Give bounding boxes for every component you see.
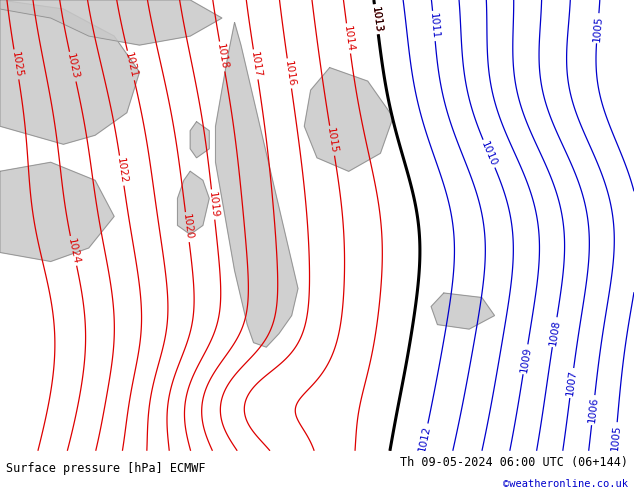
Polygon shape [178,172,209,234]
Text: 1015: 1015 [325,127,339,154]
Text: 1023: 1023 [65,53,81,81]
Text: 1010: 1010 [479,140,499,168]
Text: 1019: 1019 [207,191,219,218]
Polygon shape [0,0,222,45]
Text: 1007: 1007 [565,369,578,397]
Text: 1014: 1014 [342,24,355,52]
Text: 1020: 1020 [181,214,194,241]
Text: 1006: 1006 [587,396,600,424]
Text: 1025: 1025 [10,50,23,78]
Text: 1017: 1017 [249,50,262,78]
Polygon shape [216,23,298,347]
Polygon shape [304,68,393,172]
Text: 1024: 1024 [66,237,81,265]
Text: 1005: 1005 [610,424,622,451]
Text: ©weatheronline.co.uk: ©weatheronline.co.uk [503,479,628,489]
Text: 1011: 1011 [428,12,440,40]
Text: 1012: 1012 [417,424,432,452]
Text: 1021: 1021 [123,51,139,79]
Text: Surface pressure [hPa] ECMWF: Surface pressure [hPa] ECMWF [6,462,206,475]
Text: 1016: 1016 [283,60,296,87]
Text: 1005: 1005 [592,15,604,42]
Text: 1013: 1013 [370,5,383,33]
Text: 1008: 1008 [548,318,562,346]
Polygon shape [0,162,114,262]
Text: 1009: 1009 [519,345,533,373]
Text: 1022: 1022 [115,157,129,184]
Polygon shape [190,122,209,158]
Polygon shape [431,293,495,329]
Text: Th 09-05-2024 06:00 UTC (06+144): Th 09-05-2024 06:00 UTC (06+144) [399,456,628,469]
Polygon shape [0,0,139,144]
Text: 1013: 1013 [370,5,383,33]
Text: 1018: 1018 [215,43,230,71]
